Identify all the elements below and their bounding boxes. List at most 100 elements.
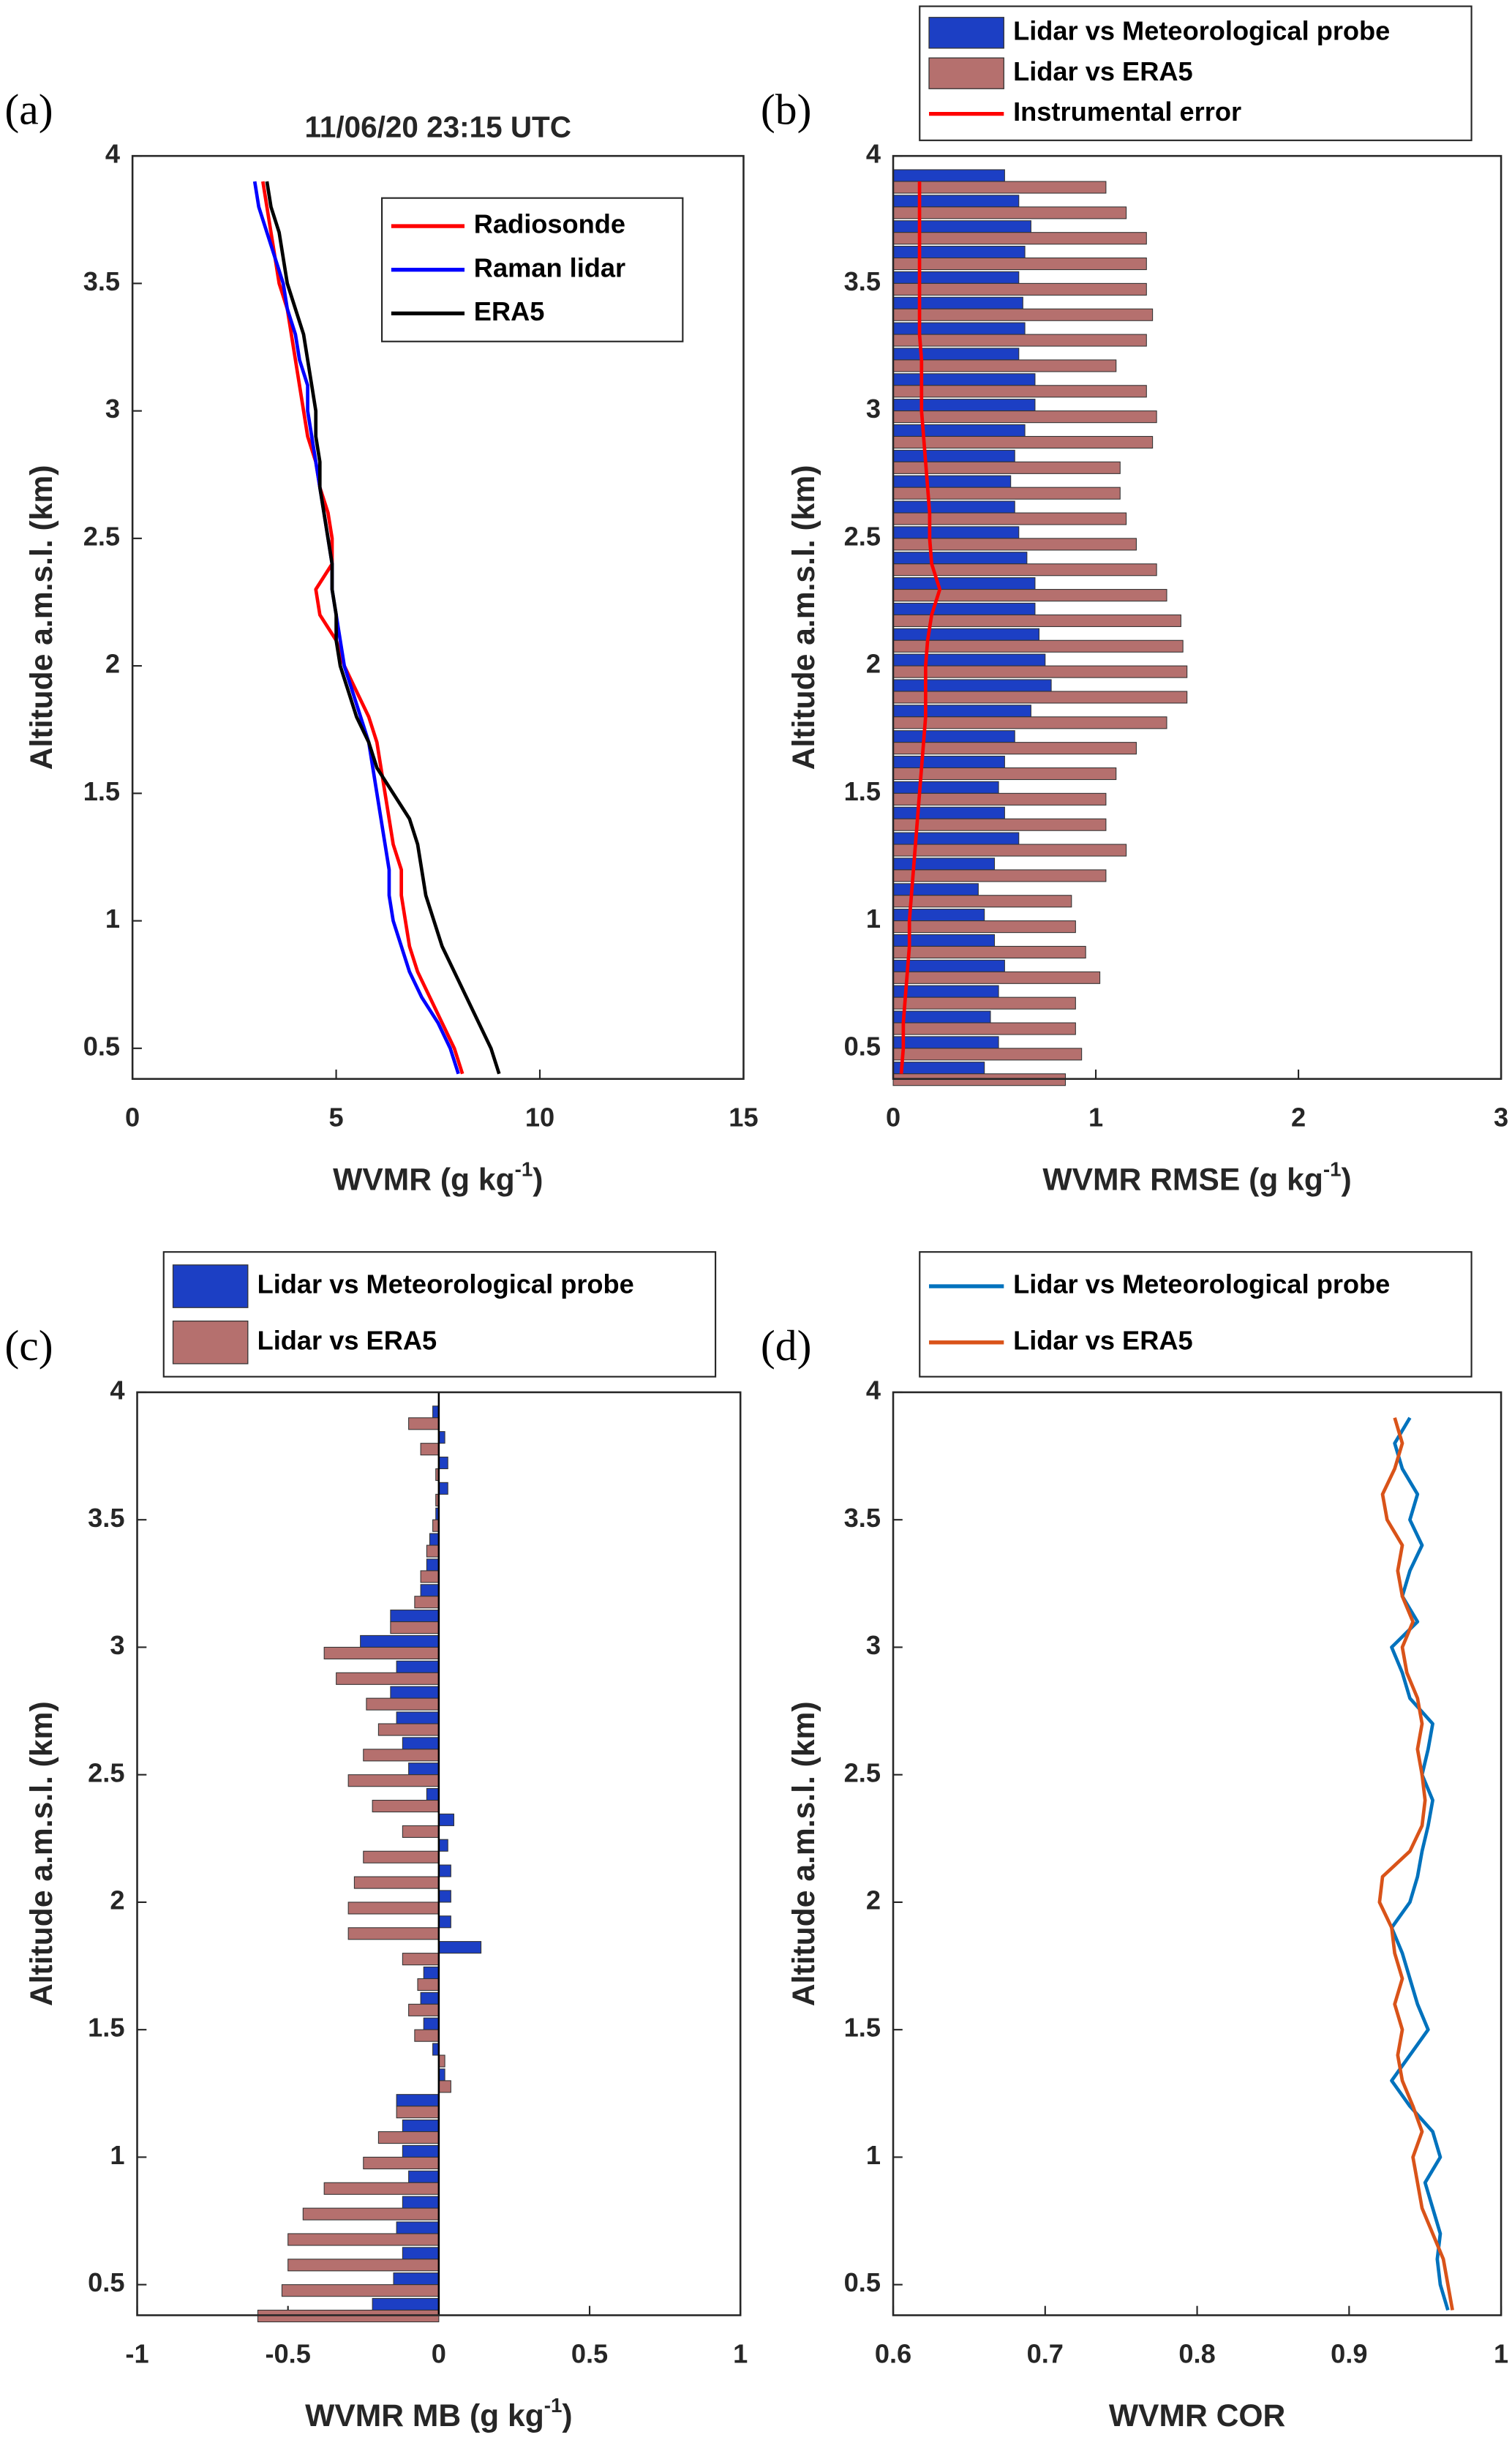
bar [402,1953,440,1966]
x-axis-label-part: ) [562,2398,572,2433]
y-tick-label: 3.5 [844,1503,881,1533]
bar [408,2170,440,2183]
x-tick-label: -1 [125,2338,148,2368]
bar [892,500,1015,514]
bar [892,258,1147,271]
y-tick-label: 1.5 [844,776,881,806]
bar [402,1737,440,1750]
line [1377,1417,1454,2311]
bar [396,2106,440,2119]
bar [408,2003,440,2016]
bar [892,691,1188,704]
plot-frame [892,154,1502,1080]
legend-label: Lidar vs Meteorological probe [257,1269,634,1299]
bar [892,181,1107,194]
bar [396,2094,440,2107]
y-axis-label: Altitude a.m.s.l. (km) [786,1701,821,2006]
x-tick-label: 0.8 [1178,2338,1215,2368]
bar [429,1533,440,1546]
x-axis-label-part: ) [1341,1163,1351,1198]
y-tick-label: 3.5 [83,266,120,296]
legend-box [162,1251,717,1378]
bar [438,1839,448,1852]
x-axis-label: WVMR MB (g kg-1) [305,2394,572,2433]
bar [892,308,1154,321]
bar [892,195,1020,208]
bar [892,730,1015,743]
bar [377,2131,440,2144]
bar [408,1417,440,1430]
bar [892,602,1036,615]
x-tick-label: -0.5 [265,2338,310,2368]
legend-box [919,5,1472,141]
panel-label: (a) [4,85,53,133]
bar [402,2144,440,2158]
y-tick-label: 3 [866,394,881,424]
bar [892,577,1036,590]
x-axis-label-part: -1 [544,2394,563,2417]
bar [892,628,1040,641]
x-tick-label: 0 [432,2338,446,2368]
bar [892,869,1107,882]
plot-frame [892,1391,1502,2316]
bar [438,1864,451,1877]
bar [347,1902,440,1915]
bar [892,220,1031,233]
panel-label: (c) [4,1321,53,1370]
bar [892,373,1036,386]
y-tick-label: 3.5 [88,1503,124,1533]
legend-swatch [928,57,1004,89]
legend-swatch [928,17,1004,49]
bar [438,1890,451,1903]
bar [420,1584,440,1597]
bar [892,359,1117,372]
bar [892,679,1052,692]
bar [353,1876,440,1889]
bar [402,2120,440,2133]
bar [420,1570,440,1583]
bar [281,2284,440,2297]
legend-label: Lidar vs ERA5 [1013,1325,1193,1355]
y-tick-label: 1.5 [88,2013,124,2043]
y-tick-label: 2.5 [83,521,120,551]
bar [426,1558,440,1572]
bar [336,1672,440,1685]
x-axis-label-part: WVMR RMSE (g kg [1042,1163,1323,1198]
bar [892,653,1046,667]
x-tick-label: 1 [733,2338,748,2368]
bar [390,1686,440,1699]
bar [892,475,1012,488]
legend-label: Lidar vs Meteorological probe [1013,15,1390,45]
bar [414,2029,440,2042]
bar [892,282,1147,296]
y-tick-label: 1 [866,2140,881,2170]
bar [892,271,1020,284]
bar [438,1813,455,1826]
bar [396,2221,440,2234]
plot-frame [131,154,745,1080]
bar [892,1010,991,1024]
bar [892,832,1020,845]
y-tick-label: 1 [110,2140,124,2170]
x-axis-label-part: ) [533,1163,543,1198]
bar [892,844,1127,857]
y-tick-label: 0.5 [844,2267,881,2297]
legend-label: Lidar vs Meteorological probe [1013,1269,1390,1299]
plot-area [893,1392,1502,2316]
bar [892,385,1147,398]
bar [892,296,1023,309]
bar [438,1915,451,1929]
y-tick-label: 0.5 [83,1031,120,1061]
bar [892,322,1026,335]
bar [892,781,999,794]
y-axis-label: Altitude a.m.s.l. (km) [24,1701,59,2006]
bar [892,232,1147,245]
bar [393,2272,440,2286]
legend-swatch [172,1264,249,1308]
x-tick-label: 10 [525,1103,554,1133]
bar [366,1697,440,1711]
panel-label: (d) [761,1321,812,1370]
bar [892,424,1026,438]
bar [892,334,1147,347]
